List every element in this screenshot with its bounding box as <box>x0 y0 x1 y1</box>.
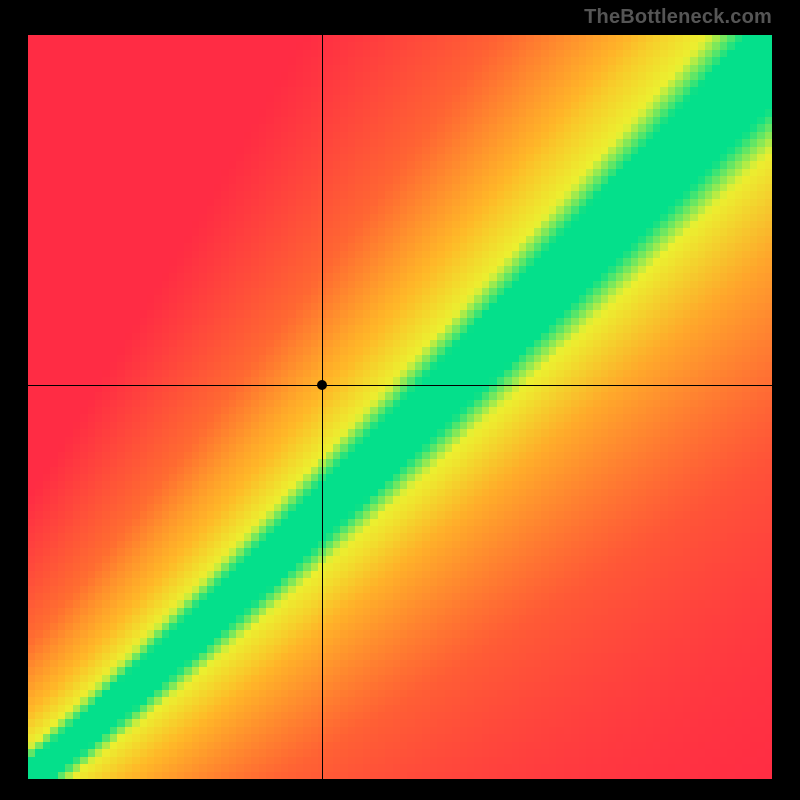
plot-area <box>28 35 772 779</box>
chart-container: TheBottleneck.com <box>0 0 800 800</box>
crosshair-vertical <box>322 35 323 779</box>
crosshair-marker <box>317 380 327 390</box>
crosshair-horizontal <box>28 385 772 386</box>
heatmap-canvas <box>28 35 772 779</box>
watermark-text: TheBottleneck.com <box>584 6 772 29</box>
